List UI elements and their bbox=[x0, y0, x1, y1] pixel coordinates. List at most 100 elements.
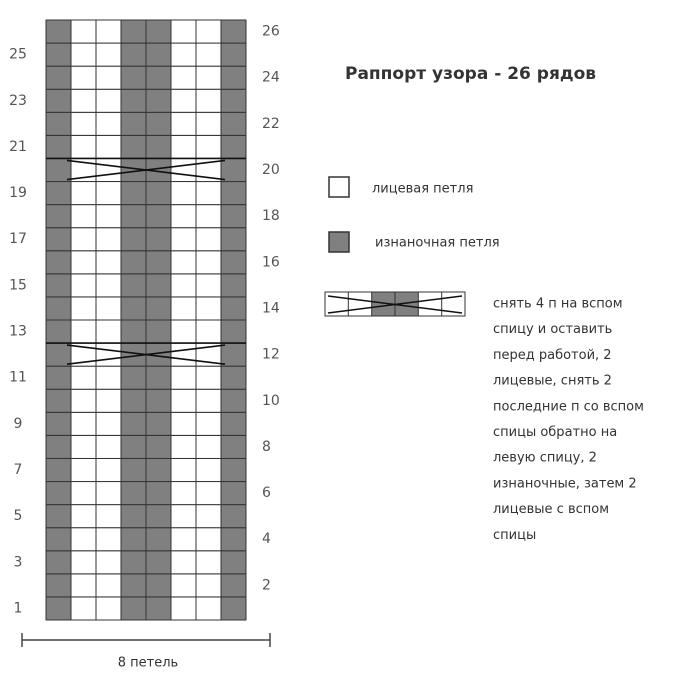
purl-cell bbox=[220, 19, 247, 44]
knit-cell bbox=[195, 550, 222, 575]
knit-cell bbox=[195, 65, 222, 90]
purl-cell bbox=[145, 481, 172, 506]
purl-cell bbox=[45, 388, 72, 413]
purl-cell bbox=[220, 596, 247, 621]
purl-cell bbox=[220, 42, 247, 67]
knit-cell bbox=[170, 365, 197, 390]
purl-cell bbox=[45, 504, 72, 529]
purl-cell bbox=[220, 411, 247, 436]
knit-swatch bbox=[328, 176, 350, 198]
title: Раппорт узора - 26 рядов bbox=[345, 64, 596, 84]
knit-cell bbox=[170, 19, 197, 44]
row-number: 9 bbox=[14, 416, 23, 432]
purl-cell bbox=[45, 227, 72, 252]
purl-cell bbox=[145, 296, 172, 321]
knit-cell bbox=[70, 134, 97, 159]
purl-cell bbox=[145, 596, 172, 621]
knit-cell bbox=[95, 596, 122, 621]
knit-cell bbox=[70, 42, 97, 67]
knit-cell bbox=[95, 550, 122, 575]
width-bracket bbox=[21, 633, 271, 647]
purl-cell bbox=[220, 365, 247, 390]
row-number: 7 bbox=[14, 462, 23, 478]
purl-cell bbox=[120, 42, 147, 67]
purl-cell bbox=[220, 157, 247, 183]
purl-cell bbox=[120, 411, 147, 436]
purl-cell bbox=[145, 550, 172, 575]
cable-swatch-cross bbox=[327, 295, 463, 314]
knit-cell bbox=[195, 204, 222, 229]
purl-cell bbox=[220, 273, 247, 298]
purl-label: изнаночная петля bbox=[375, 236, 500, 251]
row-number: 19 bbox=[9, 185, 27, 201]
knit-cell bbox=[70, 204, 97, 229]
purl-cell bbox=[220, 481, 247, 506]
purl-cell bbox=[145, 434, 172, 459]
purl-cell bbox=[145, 457, 172, 483]
purl-cell bbox=[45, 434, 72, 459]
knit-cell bbox=[170, 457, 197, 483]
knit-cell bbox=[170, 273, 197, 298]
purl-cell bbox=[145, 65, 172, 90]
purl-cell bbox=[45, 550, 72, 575]
knit-cell bbox=[70, 273, 97, 298]
width-label: 8 петель bbox=[118, 656, 178, 671]
knit-cell bbox=[70, 319, 97, 344]
purl-cell bbox=[45, 273, 72, 298]
purl-cell bbox=[145, 181, 172, 206]
knit-cell bbox=[70, 181, 97, 206]
cable-swatch bbox=[324, 291, 466, 317]
row-number: 21 bbox=[9, 139, 27, 155]
row-number: 3 bbox=[14, 554, 23, 570]
purl-cell bbox=[145, 88, 172, 113]
row-number: 4 bbox=[262, 531, 271, 547]
knit-cell bbox=[170, 42, 197, 67]
purl-cell bbox=[120, 365, 147, 390]
knit-cell bbox=[70, 550, 97, 575]
knit-cell bbox=[70, 19, 97, 44]
cable-description: изнаночные, затем 2 bbox=[493, 476, 637, 491]
knit-cell bbox=[195, 319, 222, 344]
purl-cell bbox=[120, 181, 147, 206]
knit-cell bbox=[95, 181, 122, 206]
row-number: 2 bbox=[262, 577, 271, 593]
purl-cell bbox=[145, 273, 172, 298]
knit-cell bbox=[70, 411, 97, 436]
purl-cell bbox=[145, 250, 172, 275]
knit-cell bbox=[195, 88, 222, 113]
purl-cell bbox=[120, 388, 147, 413]
purl-cell bbox=[145, 411, 172, 436]
knit-cell bbox=[195, 504, 222, 529]
purl-cell bbox=[45, 457, 72, 483]
knit-cell bbox=[95, 342, 122, 367]
purl-cell bbox=[145, 319, 172, 344]
knit-cell bbox=[95, 111, 122, 136]
knit-cell bbox=[170, 134, 197, 159]
knit-cell bbox=[95, 434, 122, 459]
knit-cell bbox=[170, 250, 197, 275]
knit-cell bbox=[95, 134, 122, 159]
purl-cell bbox=[220, 434, 247, 459]
knit-cell bbox=[195, 596, 222, 621]
row-number: 12 bbox=[262, 347, 280, 363]
purl-cell bbox=[120, 65, 147, 90]
row-number: 26 bbox=[262, 24, 280, 40]
purl-cell bbox=[45, 596, 72, 621]
knit-cell bbox=[170, 388, 197, 413]
knit-cell bbox=[170, 111, 197, 136]
row-number: 6 bbox=[262, 485, 271, 501]
purl-cell bbox=[45, 481, 72, 506]
purl-cell bbox=[220, 342, 247, 367]
purl-cell bbox=[145, 111, 172, 136]
knit-cell bbox=[70, 504, 97, 529]
row-number: 17 bbox=[9, 231, 27, 247]
knit-cell bbox=[95, 481, 122, 506]
purl-cell bbox=[145, 42, 172, 67]
cable-description: левую спицу, 2 bbox=[493, 451, 597, 466]
purl-cell bbox=[220, 319, 247, 344]
row-number: 25 bbox=[9, 47, 27, 63]
knit-cell bbox=[70, 111, 97, 136]
knit-cell bbox=[195, 273, 222, 298]
knit-cell bbox=[195, 134, 222, 159]
knit-cell bbox=[95, 457, 122, 483]
